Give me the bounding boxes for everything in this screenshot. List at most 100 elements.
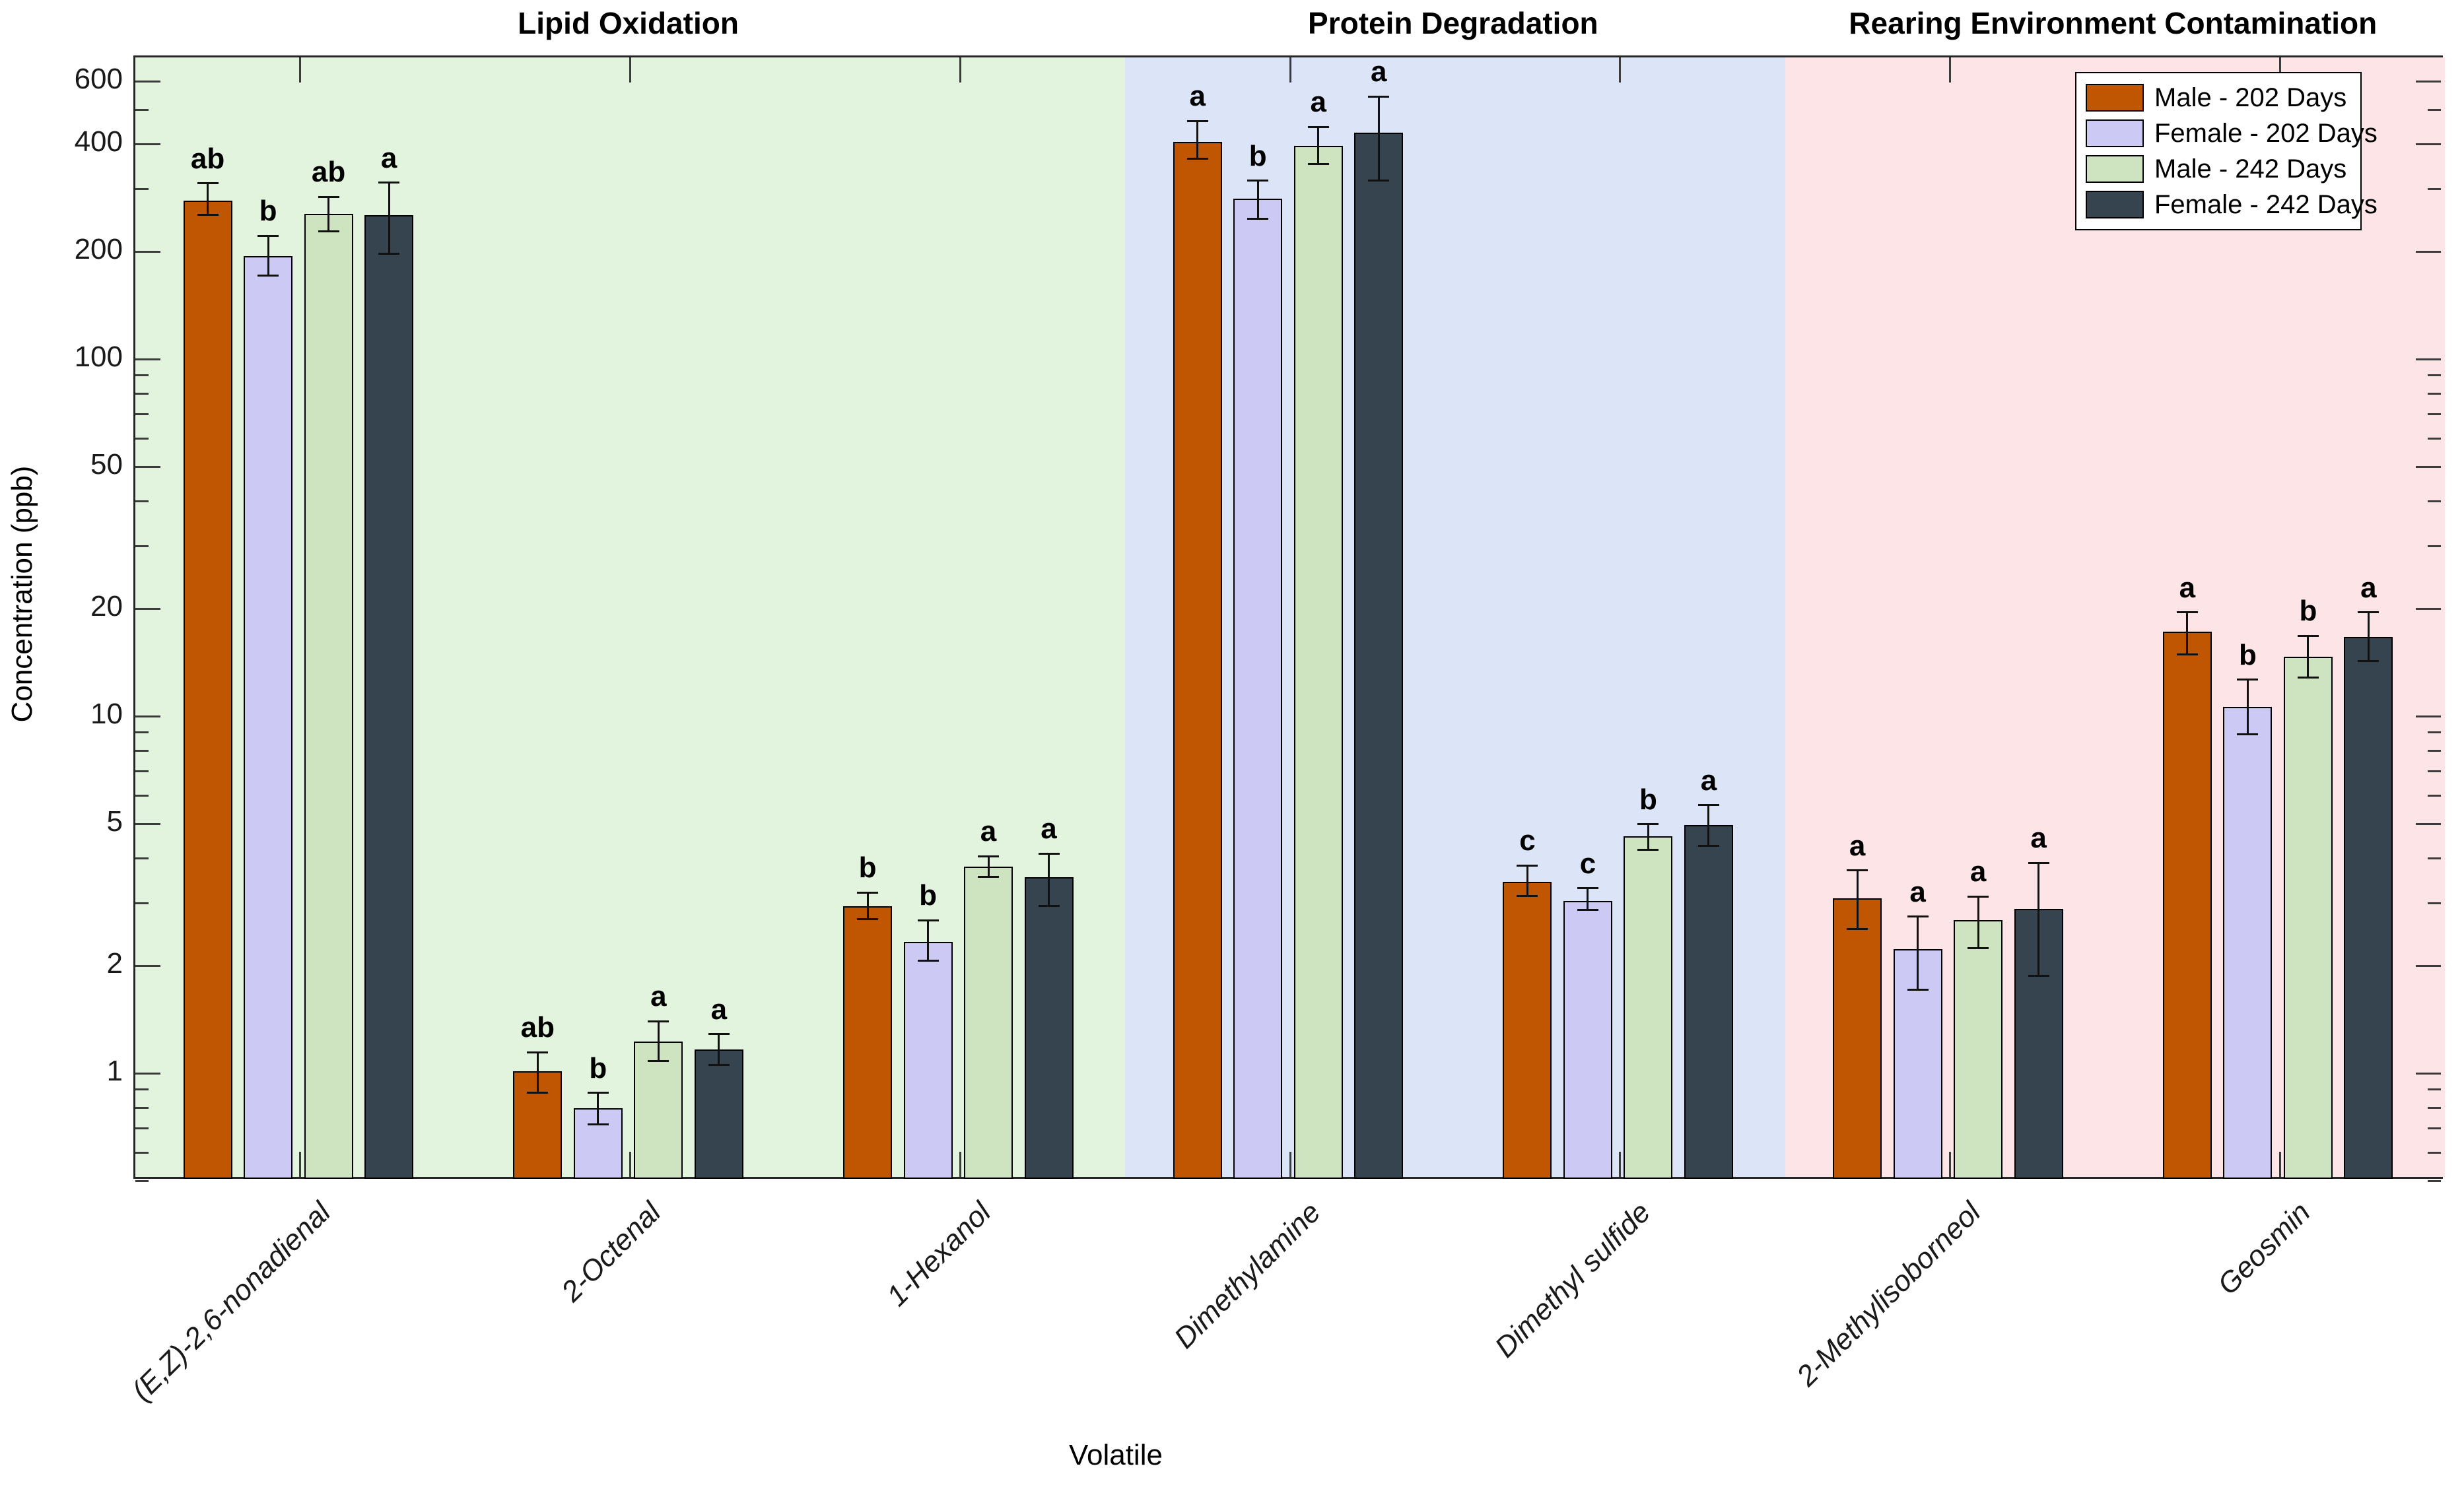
y-minor-tick-right bbox=[2428, 108, 2441, 111]
y-minor-tick bbox=[135, 374, 149, 377]
y-minor-tick bbox=[135, 857, 149, 859]
y-minor-tick-right bbox=[2428, 437, 2441, 440]
legend: Male - 202 Days Female - 202 Days Male - 2… bbox=[2075, 72, 2378, 230]
y-minor-tick bbox=[135, 1179, 149, 1182]
legend-item: Female - 202 Days bbox=[2086, 119, 2378, 149]
x-group-tick-bottom bbox=[1619, 1152, 1622, 1177]
y-minor-tick-right bbox=[2428, 187, 2441, 190]
y-minor-tick bbox=[135, 770, 149, 773]
y-major-tick bbox=[135, 358, 160, 360]
category-label: 2-Methylisoborneol bbox=[1790, 1196, 1987, 1393]
x-group-tick-top bbox=[959, 57, 961, 83]
category-label: Geosmin bbox=[2211, 1196, 2317, 1302]
legend-swatch bbox=[2086, 119, 2144, 147]
y-minor-tick-right bbox=[2428, 545, 2441, 547]
y-major-tick bbox=[135, 1072, 160, 1075]
y-minor-tick bbox=[135, 1088, 149, 1091]
y-minor-tick bbox=[135, 108, 149, 111]
y-tick-label: 100 bbox=[74, 341, 123, 374]
y-minor-tick bbox=[135, 750, 149, 752]
section-band bbox=[135, 57, 1126, 1177]
legend-label: Female - 202 Days bbox=[2154, 118, 2378, 148]
x-axis-label: Volatile bbox=[1069, 1439, 1163, 1471]
x-group-tick-bottom bbox=[959, 1152, 961, 1177]
x-group-tick-bottom bbox=[1289, 1152, 1291, 1177]
y-major-tick-right bbox=[2416, 143, 2441, 145]
y-tick-label: 600 bbox=[74, 63, 123, 96]
category-label: 2-Octenal bbox=[555, 1196, 667, 1308]
y-tick-label: 50 bbox=[90, 448, 123, 481]
legend-label: Female - 242 Days bbox=[2154, 189, 2378, 219]
legend-label: Male - 242 Days bbox=[2154, 154, 2347, 183]
legend-label: Male - 202 Days bbox=[2154, 83, 2347, 112]
y-minor-tick-right bbox=[2428, 1107, 2441, 1110]
y-major-tick-right bbox=[2416, 1072, 2441, 1075]
x-group-tick-top bbox=[1289, 57, 1291, 83]
y-minor-tick-right bbox=[2428, 1088, 2441, 1091]
y-minor-tick bbox=[135, 794, 149, 797]
legend-swatch bbox=[2086, 191, 2144, 218]
y-tick-label: 200 bbox=[74, 233, 123, 266]
y-major-tick-right bbox=[2416, 358, 2441, 360]
y-minor-tick bbox=[135, 545, 149, 547]
y-minor-tick-right bbox=[2428, 1179, 2441, 1182]
y-minor-tick bbox=[135, 1151, 149, 1154]
x-group-tick-top bbox=[1948, 57, 1951, 83]
legend-item: Female - 242 Days bbox=[2086, 190, 2378, 220]
x-group-tick-bottom bbox=[1948, 1152, 1951, 1177]
category-label: Dimethylamine bbox=[1168, 1196, 1327, 1355]
y-tick-label: 1 bbox=[106, 1055, 123, 1088]
y-axis-label: Concentration (ppb) bbox=[6, 465, 38, 723]
y-major-tick bbox=[135, 250, 160, 253]
y-minor-tick-right bbox=[2428, 731, 2441, 734]
section-title: Protein Degradation bbox=[1308, 6, 1598, 40]
y-major-tick bbox=[135, 465, 160, 468]
y-minor-tick-right bbox=[2428, 750, 2441, 752]
y-major-tick-right bbox=[2416, 715, 2441, 717]
y-tick-label: 400 bbox=[74, 125, 123, 158]
y-minor-tick-right bbox=[2428, 413, 2441, 416]
y-minor-tick-right bbox=[2428, 770, 2441, 773]
x-group-tick-top bbox=[2278, 57, 2281, 83]
y-minor-tick bbox=[135, 187, 149, 190]
y-minor-tick bbox=[135, 437, 149, 440]
section-title: Rearing Environment Contamination bbox=[1849, 6, 2378, 40]
category-label: 1-Hexanol bbox=[880, 1196, 997, 1313]
y-major-tick bbox=[135, 607, 160, 610]
y-minor-tick bbox=[135, 1127, 149, 1130]
y-major-tick bbox=[135, 964, 160, 967]
section-band bbox=[1125, 57, 1785, 1177]
x-group-tick-top bbox=[1619, 57, 1622, 83]
y-tick-label: 2 bbox=[106, 947, 123, 980]
legend-item: Male - 202 Days bbox=[2086, 83, 2351, 113]
y-major-tick-right bbox=[2416, 250, 2441, 253]
category-label: (E,Z)-2,6-nonadienal bbox=[125, 1196, 337, 1407]
y-minor-tick-right bbox=[2428, 500, 2441, 502]
y-major-tick-right bbox=[2416, 822, 2441, 825]
y-major-tick-right bbox=[2416, 964, 2441, 967]
y-tick-label: 5 bbox=[106, 805, 123, 838]
y-major-tick-right bbox=[2416, 607, 2441, 610]
legend-item: Male - 242 Days bbox=[2086, 154, 2351, 184]
y-minor-tick-right bbox=[2428, 1127, 2441, 1130]
y-major-tick bbox=[135, 143, 160, 145]
y-minor-tick bbox=[135, 731, 149, 734]
y-major-tick bbox=[135, 822, 160, 825]
y-tick-label: 20 bbox=[90, 590, 123, 623]
x-group-tick-bottom bbox=[2278, 1152, 2281, 1177]
y-minor-tick-right bbox=[2428, 1151, 2441, 1154]
x-group-tick-top bbox=[629, 57, 632, 83]
y-minor-tick-right bbox=[2428, 393, 2441, 395]
y-major-tick-right bbox=[2416, 465, 2441, 468]
y-major-tick bbox=[135, 80, 160, 83]
legend-swatch bbox=[2086, 155, 2144, 183]
y-minor-tick bbox=[135, 1107, 149, 1110]
y-tick-label: 10 bbox=[90, 698, 123, 731]
section-title: Lipid Oxidation bbox=[518, 6, 739, 40]
y-major-tick-right bbox=[2416, 80, 2441, 83]
y-minor-tick-right bbox=[2428, 794, 2441, 797]
x-group-tick-top bbox=[299, 57, 302, 83]
y-minor-tick-right bbox=[2428, 374, 2441, 377]
legend-swatch bbox=[2086, 84, 2144, 112]
